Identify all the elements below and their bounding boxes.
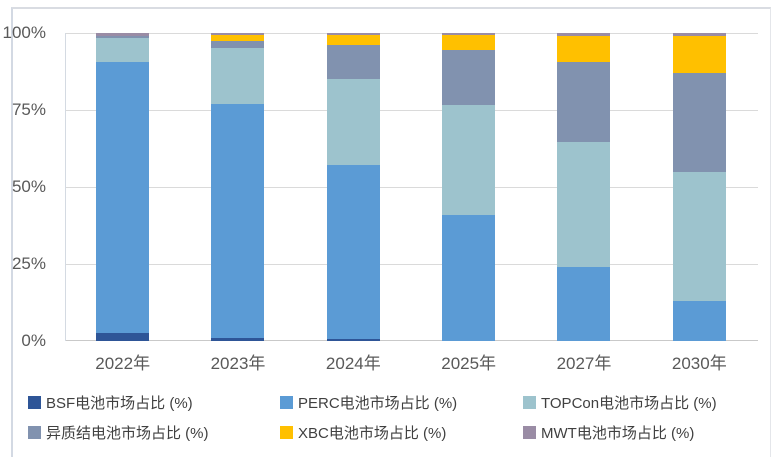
y-tick-label: 0% [21,331,46,350]
y-tick-label: 100% [2,23,46,42]
bar-segment [211,103,265,338]
legend-item: TOPCon电池市场占比 (%) [523,392,758,413]
bar-segment [211,34,265,41]
legend-swatch-icon [523,396,536,409]
x-axis-label: 2027年 [556,354,612,373]
bar-segment [96,36,150,38]
bar-segment [557,267,611,341]
x-axis-label: 2024年 [325,354,381,373]
legend-label: 异质结电池市场占比 (%) [46,425,209,442]
bar-segment [442,33,496,35]
legend-swatch-icon [280,396,293,409]
bar-segment [211,40,265,49]
bar-slot-2030年 [642,33,757,341]
bar-segment [96,35,150,37]
legend-item: 异质结电池市场占比 (%) [28,422,280,443]
legend-swatch-icon [280,426,293,439]
bar-segment [211,48,265,104]
plot-area: 0% 25% 50% 75% 100% [3,23,758,350]
bar-segment [96,33,150,36]
legend-swatch-icon [28,396,41,409]
legend-label: PERC电池市场占比 (%) [298,395,458,412]
bar-segment [96,333,150,341]
x-axis-label: 2025年 [441,354,497,373]
stacked-bar-2030年 [672,33,726,341]
x-axis-label: 2023年 [210,354,266,373]
legend-label: XBC电池市场占比 (%) [298,425,447,442]
legend: BSF电池市场占比 (%) PERC电池市场占比 (%) TOPCon电池市场占比 … [28,392,758,443]
bar-segment [672,73,726,172]
bar-segment [442,49,496,106]
bar-segment [557,62,611,143]
bar-segment [326,165,380,340]
bar-segment [326,339,380,341]
gridline-75% [66,110,758,111]
bar-segment [326,79,380,166]
legend-label: TOPCon电池市场占比 (%) [541,395,717,412]
legend-item: MWT电池市场占比 (%) [523,422,758,443]
bar-segment [672,171,726,301]
bar-segment [442,105,496,215]
bar-slot-2024年 [296,33,411,341]
y-tick-label: 75% [11,100,46,119]
legend-label: MWT电池市场占比 (%) [541,425,695,442]
y-tick-label: 25% [11,254,46,273]
bar-segment [96,37,150,63]
gridline-0% [66,340,758,341]
bar-segment [326,45,380,80]
legend-item: BSF电池市场占比 (%) [28,392,280,413]
bar-segment [442,34,496,50]
bar-slot-2027年 [526,33,641,341]
x-axis-label: 2022年 [95,354,151,373]
stacked-bar-2022年 [96,33,150,341]
stacked-bar-2025年 [442,33,496,341]
bar-slot-2022年 [65,33,180,341]
legend-swatch-icon [28,426,41,439]
gridline-50% [66,187,758,188]
y-tick-label: 50% [11,177,46,196]
legend-swatch-icon [523,426,536,439]
bar-segment [442,214,496,341]
bar-segment [557,142,611,268]
bars-row [65,33,757,341]
bar-segment [96,62,150,334]
bar-slot-2023年 [180,33,295,341]
bar-segment [672,36,726,74]
legend-label: BSF电池市场占比 (%) [46,395,193,412]
gridline-25% [66,264,758,265]
bar-slot-2025年 [411,33,526,341]
gridline-100% [66,33,758,34]
stacked-bar-2023年 [211,33,265,341]
bar-segment [211,337,265,341]
x-axis-label: 2030年 [671,354,727,373]
bar-segment [211,33,265,35]
x-axis-labels: 2022年 2023年 2024年 2025年 2027年 2030年 [65,349,757,373]
bar-segment [557,36,611,63]
bar-segment [672,300,726,341]
stacked-bar-2024年 [326,33,380,341]
legend-item: PERC电池市场占比 (%) [280,392,523,413]
legend-item: XBC电池市场占比 (%) [280,422,523,443]
bar-segment [672,33,726,37]
bar-segment [326,34,380,46]
stacked-bar-2027年 [557,33,611,341]
bar-segment [326,33,380,35]
bar-segment [557,33,611,37]
